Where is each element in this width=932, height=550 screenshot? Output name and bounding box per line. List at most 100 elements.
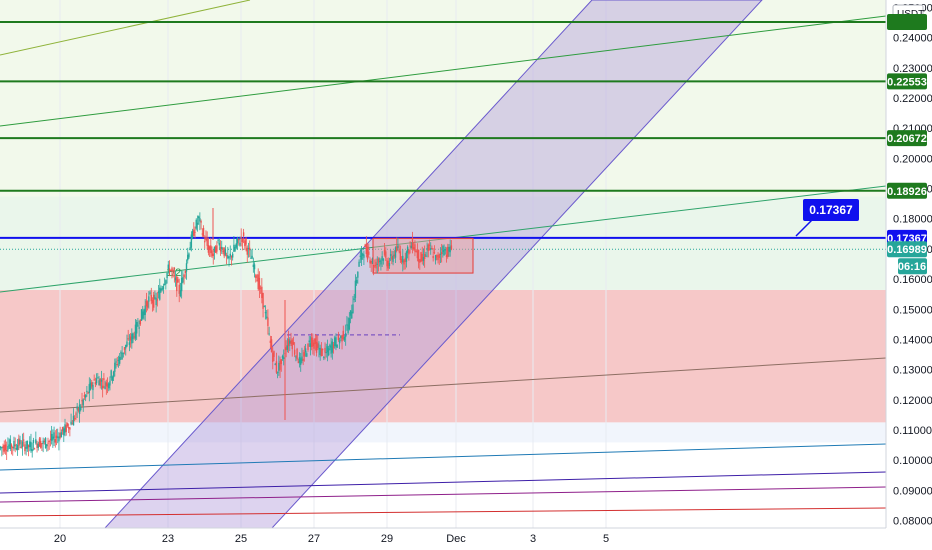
candle-body [287, 339, 290, 347]
candle-body [214, 246, 217, 253]
candle-body [199, 218, 201, 222]
candle-body [162, 286, 165, 290]
candle-body [76, 406, 78, 410]
candle-body [363, 254, 365, 258]
candle-body [171, 268, 173, 272]
candle-body [346, 324, 348, 326]
y-tick-label: 0.15000 [893, 304, 932, 316]
candle-body [217, 239, 219, 241]
last-price-badge-bg [887, 241, 927, 258]
callout-pointer [795, 219, 813, 237]
candle-body [184, 271, 186, 274]
candle-body [366, 246, 369, 260]
candle-body [144, 305, 146, 315]
candle-body [437, 257, 439, 260]
trend-purple [0, 486, 886, 503]
candle-body [364, 244, 366, 247]
candle-body [325, 352, 327, 354]
candle-body [32, 439, 35, 444]
candle-body [344, 333, 347, 338]
candle-body [19, 439, 21, 445]
candle-body [353, 298, 355, 300]
candle-body [49, 438, 52, 441]
candle-body [170, 270, 172, 272]
candle-body [111, 376, 114, 381]
candle-body [419, 259, 421, 263]
candle-body [233, 244, 235, 252]
candle-body [166, 272, 168, 279]
candle-body [297, 361, 299, 363]
candle-body [262, 292, 264, 309]
last-price-badge: 0.16989 [887, 244, 927, 256]
candle-body [52, 436, 54, 440]
candle-body [142, 311, 144, 319]
candle-body [308, 340, 310, 343]
callout-label: 0.17367 [809, 203, 853, 217]
candle-body [276, 371, 279, 373]
candle-body [411, 239, 414, 249]
candle-body [321, 348, 324, 351]
candle-body [304, 348, 307, 353]
candle-body [139, 319, 142, 325]
candle-body [374, 265, 376, 267]
candle-body [216, 245, 218, 252]
candle-body [248, 247, 251, 251]
candle-body [352, 304, 354, 314]
y-tick-label: 0.10000 [893, 455, 932, 467]
candle-body [290, 340, 292, 344]
x-tick-label: 3 [530, 533, 536, 545]
trend-green-mid [0, 185, 886, 293]
candle-body [383, 250, 386, 255]
candle-body [423, 253, 426, 259]
candle-body [26, 440, 29, 449]
candle-body [123, 347, 126, 350]
plot-area: 1/2 [0, 0, 886, 528]
candle-body [360, 249, 363, 260]
candle-body [409, 245, 411, 247]
candle-body [7, 446, 9, 451]
candle-body [9, 439, 12, 450]
candle-body [53, 432, 55, 439]
candle-body [278, 362, 280, 371]
candle-body [61, 427, 64, 432]
candle-body [112, 371, 115, 378]
trend-green-upper [0, 15, 886, 127]
candle-body [18, 438, 20, 446]
candle-body [246, 247, 248, 255]
y-tick-label: 0.14000 [893, 334, 932, 346]
candle-body [20, 446, 22, 448]
candle-body [445, 254, 448, 258]
candle-body [320, 348, 323, 357]
candle-body [241, 239, 244, 243]
y-tick-label: 0.11000 [893, 425, 932, 437]
candle-body [330, 345, 332, 354]
candle-body [80, 406, 82, 411]
candle-body [143, 309, 145, 316]
candle-body [157, 291, 160, 294]
candle-body [440, 252, 443, 254]
candle-body [48, 441, 50, 443]
candle-body [396, 246, 398, 252]
y-tick-label: 0.12000 [893, 395, 932, 407]
candle-body [208, 246, 211, 250]
candle-body [224, 249, 227, 255]
candle-body [173, 275, 176, 277]
candle-body [176, 276, 178, 292]
candle-body [118, 356, 121, 364]
candle-body [257, 274, 259, 290]
candle-body [313, 342, 315, 349]
candle-body [281, 355, 284, 359]
candle-body [92, 384, 94, 391]
trend-blue [0, 443, 886, 471]
zone-light-blue [0, 422, 886, 443]
candle-body [126, 341, 128, 347]
candle-body [394, 247, 397, 258]
candle-body [156, 299, 159, 301]
candle-body [38, 438, 41, 447]
candle-body [450, 245, 453, 250]
candle-body [43, 440, 46, 442]
candle-body [60, 432, 63, 438]
candle-body [436, 254, 438, 258]
candle-body [410, 245, 412, 249]
